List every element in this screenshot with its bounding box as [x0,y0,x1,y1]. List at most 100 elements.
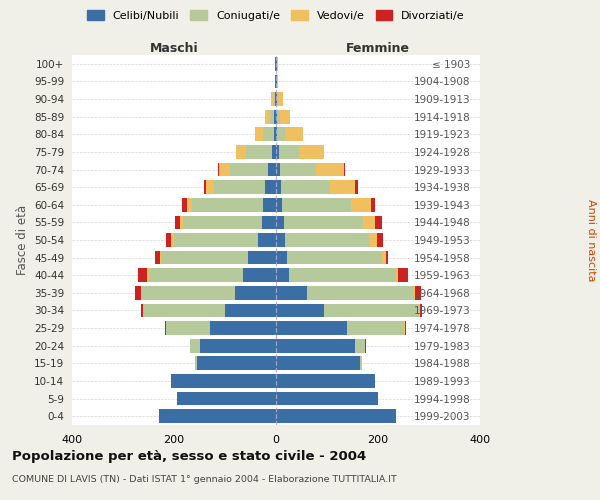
Bar [396,268,398,282]
Bar [203,180,206,194]
Bar [284,128,302,141]
Bar [276,410,396,423]
Bar [281,180,329,194]
Bar [275,92,276,106]
Bar [143,304,225,318]
Bar [276,216,284,230]
Bar [197,356,276,370]
Bar [172,233,174,247]
Bar [299,145,325,159]
Bar [155,250,160,264]
Bar [166,321,210,335]
Bar [398,268,407,282]
Bar [272,145,276,159]
Bar [276,374,376,388]
Bar [199,339,276,352]
Text: Femmine: Femmine [346,42,410,55]
Bar [277,74,278,88]
Bar [196,356,197,370]
Bar [289,268,396,282]
Bar [276,128,277,141]
Bar [158,410,276,423]
Bar [276,92,277,106]
Bar [307,286,414,300]
Bar [276,180,281,194]
Y-axis label: Fasce di età: Fasce di età [16,205,29,275]
Bar [351,198,371,211]
Bar [276,233,285,247]
Bar [182,198,187,211]
Bar [277,110,280,124]
Bar [141,304,143,318]
Bar [247,145,272,159]
Bar [274,92,275,106]
Bar [192,198,263,211]
Bar [276,286,307,300]
Bar [149,268,243,282]
Bar [225,304,276,318]
Bar [271,92,274,106]
Text: Popolazione per età, sesso e stato civile - 2004: Popolazione per età, sesso e stato civil… [12,450,366,463]
Bar [190,339,199,352]
Bar [160,250,161,264]
Text: Maschi: Maschi [149,42,199,55]
Bar [276,321,347,335]
Bar [271,110,274,124]
Bar [420,304,422,318]
Bar [276,392,378,406]
Bar [236,145,247,159]
Bar [316,162,344,176]
Bar [280,110,290,124]
Bar [265,180,276,194]
Bar [287,250,382,264]
Bar [276,339,355,352]
Bar [165,321,166,335]
Bar [175,216,180,230]
Bar [230,162,268,176]
Bar [277,92,278,106]
Text: COMUNE DI LAVIS (TN) - Dati ISTAT 1° gennaio 2004 - Elaborazione TUTTITALIA.IT: COMUNE DI LAVIS (TN) - Dati ISTAT 1° gen… [12,475,397,484]
Bar [278,92,283,106]
Bar [166,233,172,247]
Bar [206,180,214,194]
Bar [214,180,265,194]
Bar [135,286,141,300]
Bar [360,356,362,370]
Bar [376,216,382,230]
Bar [277,57,278,70]
Bar [265,110,271,124]
Legend: Celibi/Nubili, Coniugati/e, Vedovi/e, Divorziati/e: Celibi/Nubili, Coniugati/e, Vedovi/e, Di… [83,6,469,25]
Bar [138,268,148,282]
Text: Anni di nascita: Anni di nascita [586,198,596,281]
Bar [176,392,276,406]
Bar [276,145,278,159]
Bar [404,321,406,335]
Bar [276,110,277,124]
Bar [355,339,365,352]
Bar [218,162,220,176]
Bar [255,128,263,141]
Bar [282,198,351,211]
Bar [382,250,386,264]
Bar [415,286,421,300]
Bar [362,216,376,230]
Bar [174,233,258,247]
Bar [325,304,419,318]
Bar [148,268,149,282]
Bar [419,304,420,318]
Bar [161,250,248,264]
Bar [386,250,388,264]
Bar [172,374,276,388]
Bar [274,128,276,141]
Bar [276,268,289,282]
Bar [276,162,280,176]
Bar [263,198,276,211]
Bar [284,216,362,230]
Bar [274,110,276,124]
Bar [235,286,276,300]
Bar [276,250,287,264]
Bar [329,180,355,194]
Bar [276,304,325,318]
Bar [355,180,358,194]
Bar [278,145,299,159]
